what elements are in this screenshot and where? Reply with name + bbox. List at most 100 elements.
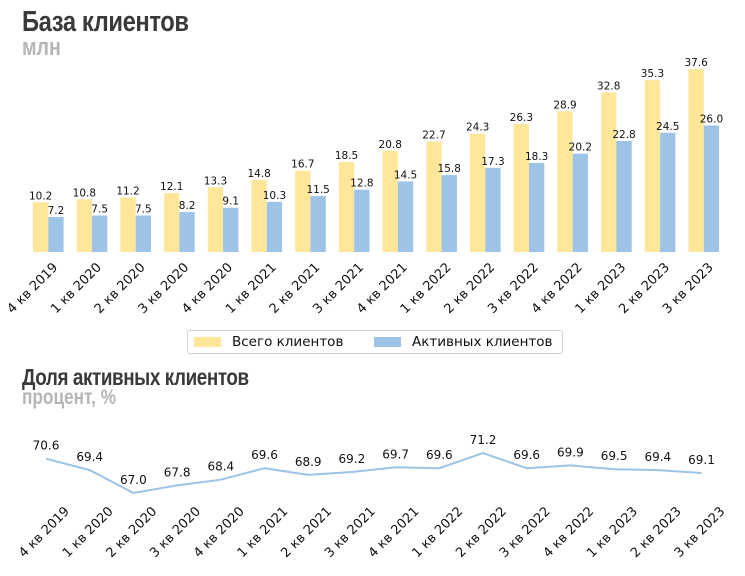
data-label-total: 12.1 <box>160 181 183 193</box>
data-label-active: 15.8 <box>438 163 461 175</box>
data-label-total: 10.2 <box>29 190 52 202</box>
line-x-tick-label: 4 кв 2022 <box>541 504 598 561</box>
data-label-total: 37.6 <box>684 57 708 69</box>
line-data-label: 68.4 <box>207 460 234 474</box>
data-label-total: 35.3 <box>641 68 664 80</box>
bar-total <box>382 150 398 252</box>
data-label-total: 26.3 <box>510 112 533 124</box>
bar-active <box>616 141 632 252</box>
bar-total <box>338 161 355 252</box>
line-data-label: 69.7 <box>382 447 409 461</box>
data-label-active: 14.5 <box>394 169 417 181</box>
bar-total <box>470 133 486 252</box>
line-data-label: 69.6 <box>426 448 453 462</box>
line-x-tick-label: 4 кв 2019 <box>16 504 73 561</box>
legend-label-total: Всего клиентов <box>232 334 344 350</box>
bar-active <box>572 153 588 252</box>
line-x-tick-label: 3 кв 2022 <box>497 504 554 561</box>
data-label-total: 14.8 <box>247 168 270 180</box>
line-data-label: 68.9 <box>295 455 322 469</box>
legend-swatch-total <box>194 337 221 347</box>
data-label-total: 28.9 <box>553 99 576 111</box>
line-x-tick-label: 2 кв 2022 <box>453 504 510 561</box>
bar-chart-title: База клиентов <box>22 6 189 38</box>
bar-active <box>310 196 326 252</box>
bar-active <box>179 212 195 252</box>
bar-active <box>397 181 414 252</box>
bar-total <box>644 80 661 252</box>
line-x-tick-label: 3 кв 2021 <box>322 504 379 561</box>
bar-active <box>485 167 501 252</box>
line-x-tick-label: 2 кв 2020 <box>104 504 161 561</box>
data-label-total: 10.8 <box>73 187 96 199</box>
data-label-active: 12.8 <box>350 178 373 190</box>
line-x-tick-label: 3 кв 2023 <box>672 504 729 561</box>
bar-total <box>251 179 267 252</box>
bar-total <box>33 202 49 252</box>
line-data-label: 69.6 <box>513 448 540 462</box>
line-data-label: 69.2 <box>339 452 366 466</box>
bar-active <box>703 125 720 252</box>
line-x-tick-label: 4 кв 2021 <box>366 504 423 561</box>
data-label-active: 26.0 <box>700 113 723 125</box>
data-label-total: 22.7 <box>422 130 445 142</box>
data-label-total: 24.3 <box>466 122 489 134</box>
bar-active <box>660 132 676 252</box>
line-data-label: 69.5 <box>601 449 628 463</box>
data-label-active: 8.2 <box>179 200 196 212</box>
line-data-label: 69.1 <box>688 453 715 467</box>
data-label-active: 7.5 <box>91 203 108 215</box>
bar-total <box>426 141 442 252</box>
data-label-active: 10.3 <box>263 190 286 202</box>
line-data-label: 69.6 <box>251 448 278 462</box>
data-label-total: 13.3 <box>204 175 227 187</box>
line-x-tick-label: 1 кв 2020 <box>60 504 117 561</box>
line-x-tick-label: 1 кв 2023 <box>584 504 641 561</box>
line-data-label: 69.4 <box>76 450 103 464</box>
line-x-tick-label: 3 кв 2020 <box>147 504 204 561</box>
bar-total <box>601 92 617 253</box>
line-x-tick-label: 2 кв 2021 <box>278 504 335 561</box>
bar-total <box>688 69 704 252</box>
bar-active <box>135 215 151 252</box>
line-data-label: 69.4 <box>644 450 671 464</box>
line-x-tick-label: 1 кв 2021 <box>235 504 292 561</box>
bar-total <box>557 111 573 253</box>
legend: Всего клиентов Активных клиентов <box>187 330 563 354</box>
line-data-label: 71.2 <box>470 433 497 447</box>
data-label-total: 20.8 <box>379 139 402 151</box>
line-x-tick-label: 4 кв 2020 <box>191 504 248 561</box>
legend-swatch-active <box>374 337 401 347</box>
bar-active <box>48 216 64 252</box>
line-data-label: 67.8 <box>164 465 191 479</box>
data-label-active: 20.2 <box>569 142 592 154</box>
legend-item-active: Активных клиентов <box>374 334 553 350</box>
bar-active <box>266 201 283 252</box>
data-label-total: 11.2 <box>116 185 139 197</box>
data-label-active: 11.5 <box>306 184 329 196</box>
data-label-total: 32.8 <box>597 80 620 92</box>
bar-active <box>223 207 239 252</box>
bar-chart-subtitle: млн <box>22 34 61 61</box>
data-label-active: 17.3 <box>481 156 504 168</box>
data-label-total: 16.7 <box>291 159 314 171</box>
line-data-label: 67.0 <box>120 473 147 487</box>
line-chart-subtitle: процент, % <box>22 386 117 409</box>
line-data-label: 69.9 <box>557 445 584 459</box>
line-data-label: 70.6 <box>33 439 60 453</box>
bar-total <box>120 197 136 252</box>
line-series <box>45 451 702 495</box>
data-label-active: 9.1 <box>222 196 239 208</box>
bar-total <box>513 123 529 252</box>
bar-active <box>441 175 457 252</box>
data-label-active: 7.2 <box>48 205 65 217</box>
data-label-active: 7.5 <box>135 203 152 215</box>
data-label-active: 24.5 <box>656 121 679 133</box>
bar-total <box>164 193 180 252</box>
bar-active <box>92 215 108 252</box>
line-x-tick-label: 1 кв 2022 <box>409 504 466 561</box>
legend-label-active: Активных клиентов <box>412 334 553 350</box>
line-x-tick-label: 2 кв 2023 <box>628 504 685 561</box>
line-chart-title: Доля активных клиентов <box>22 364 249 390</box>
